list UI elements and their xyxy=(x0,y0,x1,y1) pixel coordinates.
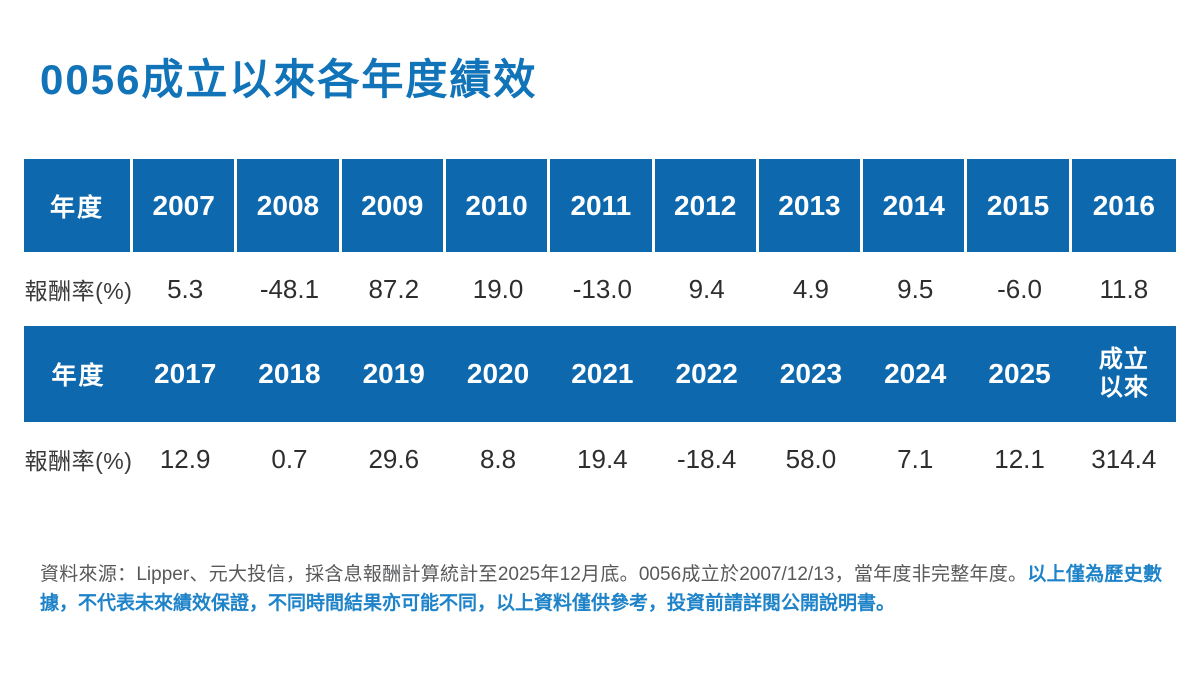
return-value: 12.1 xyxy=(994,443,1045,474)
return-value: 4.9 xyxy=(792,273,830,304)
return-row-2017-2025: 報酬率(%) 12.9 0.7 29.6 8.8 19.4 -18.4 58.0… xyxy=(24,422,1176,496)
return-value: 87.2 xyxy=(368,273,420,304)
return-row-label: 報酬率(%) xyxy=(24,278,133,304)
year-header: 2013 xyxy=(759,159,864,252)
return-row-label: 報酬率(%) xyxy=(24,448,133,474)
year-header: 2019 xyxy=(362,358,425,389)
return-value: 19.0 xyxy=(472,273,524,304)
year-header: 2018 xyxy=(258,358,321,389)
year-header: 2015 xyxy=(967,159,1072,252)
return-value: 7.1 xyxy=(897,443,934,474)
return-value: 0.7 xyxy=(271,443,308,474)
return-value: 12.9 xyxy=(159,443,211,474)
return-value: 29.6 xyxy=(368,443,420,474)
return-value: 58.0 xyxy=(785,443,837,474)
year-header: 2025 xyxy=(988,358,1051,389)
year-header: 2016 xyxy=(1092,189,1155,221)
year-header: 2010 xyxy=(446,159,551,252)
year-header: 2021 xyxy=(571,358,634,389)
header-row-2007-2016: 年度 2007 2008 2009 2010 2011 2012 2013 20… xyxy=(24,159,1176,252)
since-inception-value: 314.4 xyxy=(1091,443,1157,474)
header-row-2017-2025: 年度 2017 2018 2019 2020 2021 2022 2023 20… xyxy=(24,326,1176,422)
year-header: 2007 xyxy=(133,159,238,252)
since-inception-header: 成立 以來 xyxy=(1098,346,1149,401)
year-header: 2023 xyxy=(779,358,843,389)
year-header: 2020 xyxy=(466,358,530,389)
return-value: 9.4 xyxy=(688,273,725,304)
year-header: 2012 xyxy=(655,159,759,252)
return-value: -13.0 xyxy=(572,273,632,304)
year-header: 2014 xyxy=(863,159,968,252)
return-value: -48.1 xyxy=(259,273,320,304)
page-title: 0056成立以來各年度績效 xyxy=(40,56,538,103)
return-value: 8.8 xyxy=(479,443,517,474)
year-header: 2017 xyxy=(154,358,217,389)
return-value: 11.8 xyxy=(1099,273,1149,304)
year-header: 2022 xyxy=(675,358,738,389)
return-value: 5.3 xyxy=(167,273,204,304)
source-text: 資料來源：Lipper、元大投信，採含息報酬計算統計至2025年12月底。005… xyxy=(40,564,1028,585)
year-header-label: 年度 xyxy=(51,362,106,390)
performance-tables: 年度 2007 2008 2009 2010 2011 2012 2013 20… xyxy=(24,159,1176,496)
return-value: -6.0 xyxy=(997,273,1042,304)
year-header-label: 年度 xyxy=(24,159,133,252)
disclaimer-text: 以上僅為歷史數據，不代表未來績效保證，不同時間結果亦可能不同，以上資料僅供參考，… xyxy=(40,564,1162,615)
return-row-2007-2016: 報酬率(%) 5.3 -48.1 87.2 19.0 -13.0 9.4 4.9… xyxy=(24,252,1176,326)
return-value: -18.4 xyxy=(677,443,737,474)
year-header: 2024 xyxy=(884,358,947,389)
footnote: 資料來源：Lipper、元大投信，採含息報酬計算統計至2025年12月底。005… xyxy=(40,560,1162,619)
year-header: 2008 xyxy=(237,159,342,252)
return-value: 9.5 xyxy=(897,273,934,304)
return-value: 19.4 xyxy=(577,443,628,474)
year-header: 2011 xyxy=(550,159,655,252)
year-header: 2009 xyxy=(342,159,446,252)
page: 0056成立以來各年度績效 年度 2007 2008 2009 2010 201… xyxy=(0,46,1200,674)
